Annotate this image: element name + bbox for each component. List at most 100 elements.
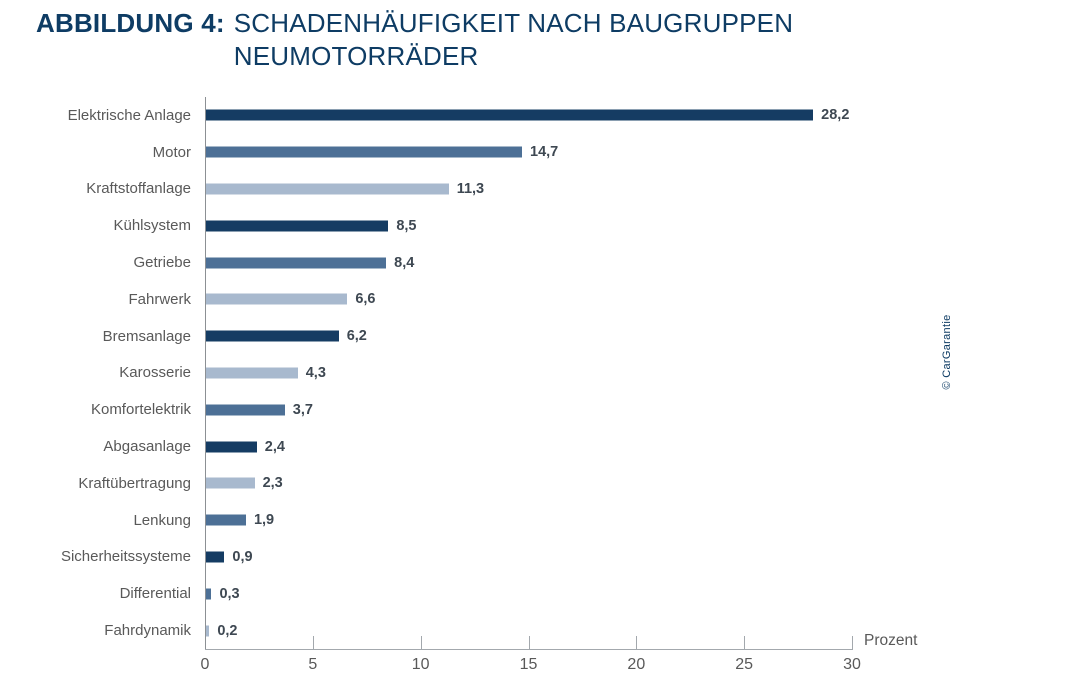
- x-axis-tick-labels: 0 5 10 15 20 25 30: [201, 656, 861, 676]
- tick-label: 25: [735, 656, 754, 673]
- title-line-2: NEUMOTORRÄDER: [233, 41, 479, 71]
- category-label: Lenkung: [133, 511, 191, 529]
- tick-label: 15: [519, 656, 538, 673]
- chart-row: Abgasanlage 2,4: [0, 428, 852, 465]
- chart-row: Lenkung 1,9: [0, 502, 852, 539]
- chart-row: Komfortelektrik 3,7: [0, 391, 852, 428]
- figure-title-text: SCHADENHÄUFIGKEIT NACH BAUGRUPPEN NEUMOT…: [234, 7, 793, 73]
- tick-mark: [636, 636, 638, 649]
- bar-area: 0,3: [205, 575, 852, 612]
- category-label: Motor: [152, 143, 191, 161]
- category-label: Kraftstoffanlage: [86, 180, 191, 198]
- tick-mark: [528, 636, 530, 649]
- value-label: 0,2: [217, 622, 238, 639]
- bar: [205, 625, 210, 637]
- tick-label: 10: [411, 656, 430, 673]
- bar-area: 8,4: [205, 244, 852, 281]
- category-label: Komfortelektrik: [90, 401, 191, 419]
- value-label: 4,3: [305, 364, 326, 381]
- category-label: Differential: [119, 585, 191, 603]
- figure-number-label: ABBILDUNG 4:: [36, 8, 225, 38]
- chart-row: Motor 14,7: [0, 134, 852, 171]
- bar: [205, 183, 449, 195]
- bar-area: 0,2: [205, 612, 852, 649]
- value-label: 1,9: [253, 512, 275, 529]
- bar: [205, 109, 814, 121]
- chart-row: Karosserie 4,3: [0, 355, 852, 392]
- chart-row: Kraftübertragung 2,3: [0, 465, 852, 502]
- value-label: 11,3: [456, 180, 485, 197]
- bar-area: 8,5: [205, 207, 852, 244]
- category-label: Kühlsystem: [113, 217, 191, 235]
- bar: [205, 146, 523, 158]
- chart-rows: Elektrische Anlage 28,2 Motor 14,7 Kraftstof…: [0, 97, 852, 649]
- category-label: Sicherheitssysteme: [60, 548, 191, 566]
- category-label: Kraftübertragung: [78, 474, 191, 492]
- tick-mark: [312, 636, 314, 649]
- bar: [205, 404, 285, 416]
- tick-label: 20: [627, 656, 646, 673]
- bar-area: 6,2: [205, 318, 852, 355]
- watermark-copyright: © CarGarantie: [941, 314, 953, 390]
- value-label: 8,4: [394, 254, 415, 271]
- x-axis-line: [205, 649, 853, 650]
- category-label: Getriebe: [133, 254, 191, 272]
- y-axis-line: [205, 97, 206, 650]
- tick-label: 5: [308, 656, 318, 673]
- bar: [205, 477, 255, 489]
- value-label: 28,2: [821, 107, 850, 124]
- chart-row: Getriebe 8,4: [0, 244, 852, 281]
- value-label: 14,7: [530, 144, 559, 161]
- bar: [205, 293, 348, 305]
- value-label: 8,5: [396, 217, 417, 234]
- value-label: 0,3: [219, 585, 240, 602]
- bar: [205, 367, 298, 379]
- chart-row: Elektrische Anlage 28,2: [0, 97, 852, 134]
- chart-row: Kühlsystem 8,5: [0, 207, 852, 244]
- chart-row: Kraftstoffanlage 11,3: [0, 171, 852, 208]
- tick-mark: [852, 636, 853, 649]
- bar: [205, 551, 225, 563]
- bar: [205, 588, 212, 600]
- figure-title: ABBILDUNG 4: SCHADENHÄUFIGKEIT NACH BAUG…: [36, 7, 793, 73]
- bar: [205, 441, 257, 453]
- bar: [205, 220, 389, 232]
- bar-area: 2,4: [205, 428, 852, 465]
- value-label: 2,4: [264, 438, 285, 455]
- chart-row: Fahrdynamik 0,2: [0, 612, 852, 649]
- chart-row: Fahrwerk 6,6: [0, 281, 852, 318]
- bar-area: 4,3: [205, 355, 852, 392]
- category-label: Fahrdynamik: [104, 622, 191, 640]
- value-label: 2,3: [262, 475, 283, 492]
- bar-area: 1,9: [205, 502, 852, 539]
- bar-area: 2,3: [205, 465, 852, 502]
- title-line-1: SCHADENHÄUFIGKEIT NACH BAUGRUPPEN: [233, 8, 794, 38]
- chart-row: Sicherheitssysteme 0,9: [0, 539, 852, 576]
- value-label: 6,6: [355, 291, 376, 308]
- tick-label: 0: [200, 656, 210, 673]
- category-label: Fahrwerk: [128, 290, 191, 308]
- bar: [205, 514, 246, 526]
- value-label: 3,7: [292, 401, 313, 418]
- x-axis-label: Prozent: [864, 632, 918, 649]
- tick-mark: [744, 636, 746, 649]
- category-label: Karosserie: [119, 364, 191, 382]
- bar-area: 11,3: [205, 171, 852, 208]
- x-axis-ticks: [205, 636, 853, 649]
- bar-area: 28,2: [205, 97, 852, 134]
- value-label: 0,9: [232, 548, 253, 565]
- value-label: 6,2: [346, 328, 367, 345]
- bar-area: 0,9: [205, 539, 852, 576]
- category-label: Abgasanlage: [103, 438, 191, 456]
- bar-area: 14,7: [205, 134, 852, 171]
- tick-label: 30: [843, 656, 861, 673]
- bar-area: 6,6: [205, 281, 852, 318]
- chart-row: Bremsanlage 6,2: [0, 318, 852, 355]
- bar-area: 3,7: [205, 391, 852, 428]
- bar: [205, 257, 387, 269]
- tick-mark: [420, 636, 422, 649]
- bar: [205, 330, 339, 342]
- category-label: Bremsanlage: [102, 327, 191, 345]
- chart-row: Differential 0,3: [0, 575, 852, 612]
